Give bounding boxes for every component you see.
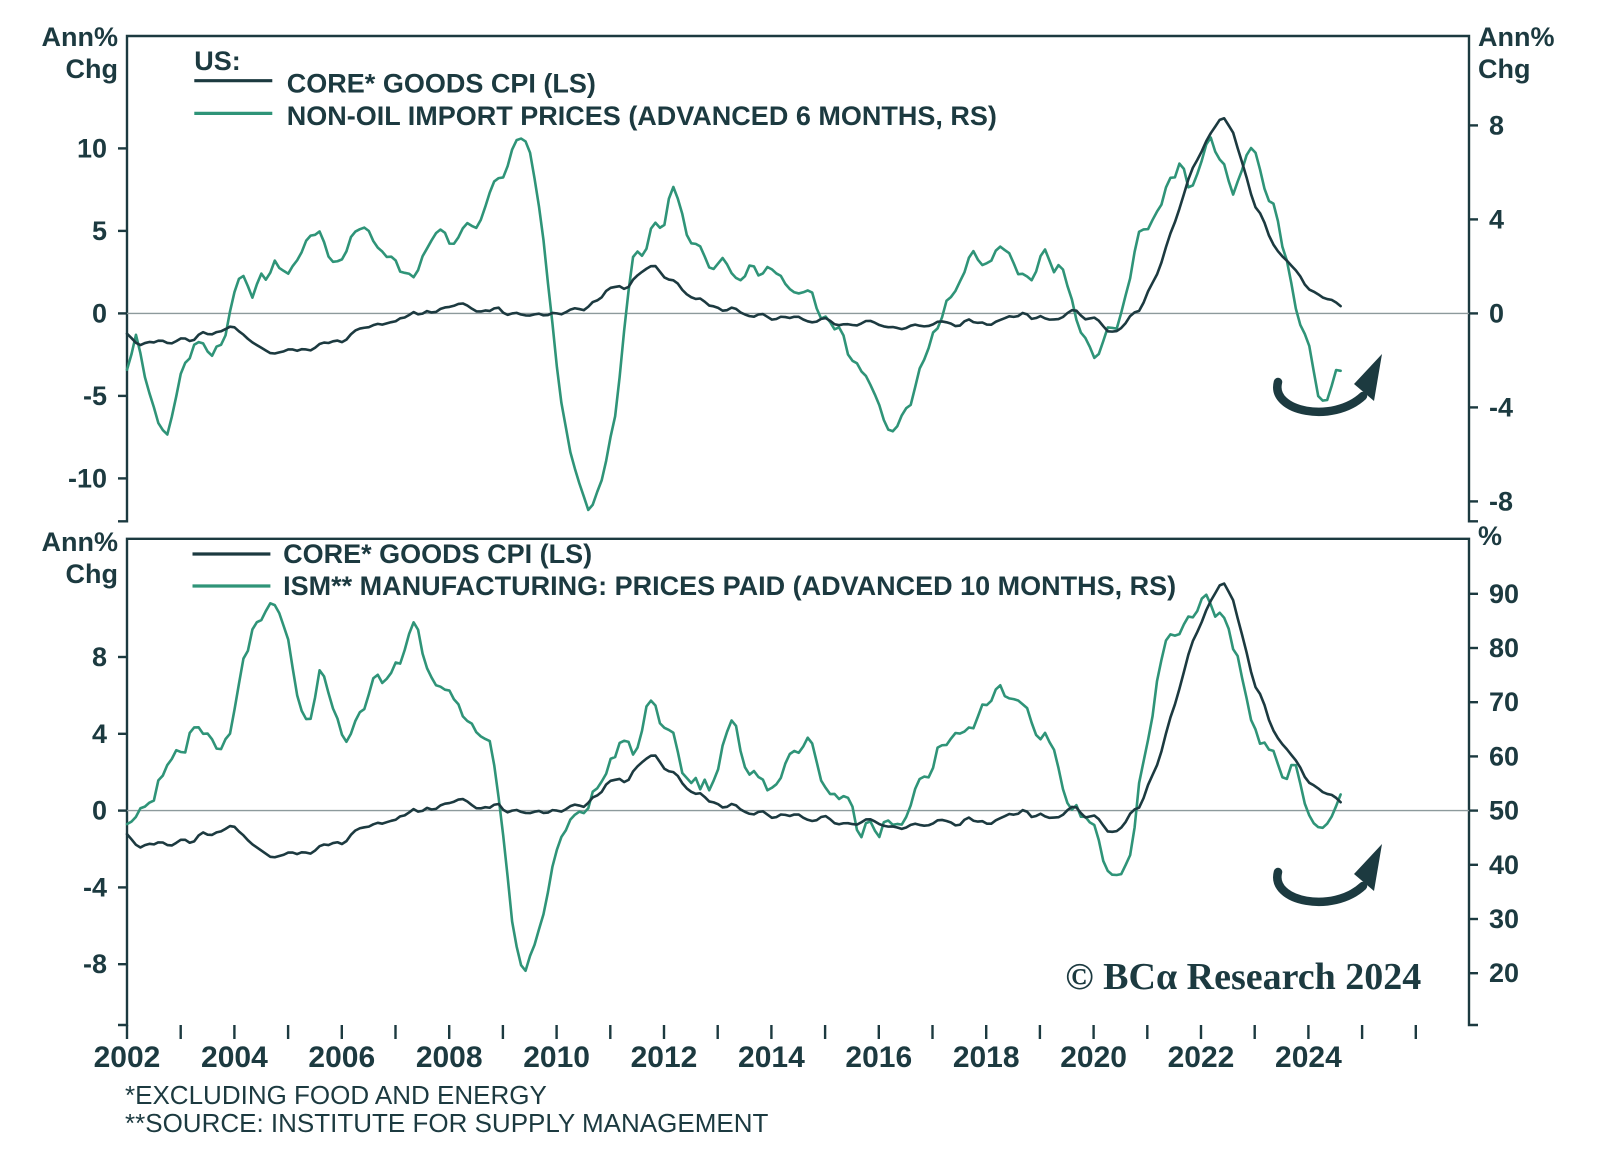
svg-text:ISM** MANUFACTURING: PRICES PA: ISM** MANUFACTURING: PRICES PAID (ADVANC… [283,571,1176,601]
svg-text:2018: 2018 [953,1041,1020,1074]
svg-text:*EXCLUDING FOOD AND ENERGY: *EXCLUDING FOOD AND ENERGY [125,1080,547,1110]
svg-text:2008: 2008 [416,1041,483,1074]
svg-text:**SOURCE: INSTITUTE FOR SUPPLY: **SOURCE: INSTITUTE FOR SUPPLY MANAGEMEN… [125,1108,768,1138]
svg-text:-4: -4 [83,872,107,902]
svg-text:-4: -4 [1489,392,1513,422]
svg-text:40: 40 [1489,850,1519,880]
svg-text:US:: US: [194,46,241,76]
svg-text:Ann%: Ann% [1478,22,1555,52]
svg-text:2002: 2002 [94,1041,161,1074]
svg-text:20: 20 [1489,958,1519,988]
svg-text:Ann%: Ann% [42,22,119,52]
svg-text:2006: 2006 [308,1041,375,1074]
svg-text:50: 50 [1489,796,1519,826]
svg-text:2004: 2004 [201,1041,268,1074]
svg-text:-8: -8 [1489,486,1513,516]
svg-text:2024: 2024 [1275,1041,1342,1074]
svg-text:Chg: Chg [66,54,118,84]
svg-text:4: 4 [1489,204,1504,234]
svg-text:Chg: Chg [66,559,118,589]
svg-text:80: 80 [1489,633,1519,663]
svg-text:70: 70 [1489,687,1519,717]
svg-text:5: 5 [92,216,107,246]
svg-text:8: 8 [1489,110,1504,140]
svg-text:-10: -10 [68,463,107,493]
svg-text:2016: 2016 [845,1041,912,1074]
svg-text:10: 10 [77,133,107,163]
svg-text:CORE* GOODS CPI (LS): CORE* GOODS CPI (LS) [283,539,592,569]
svg-text:2012: 2012 [631,1041,698,1074]
svg-text:30: 30 [1489,904,1519,934]
svg-text:NON-OIL IMPORT PRICES (ADVANCE: NON-OIL IMPORT PRICES (ADVANCED 6 MONTHS… [287,101,997,131]
svg-text:4: 4 [92,719,107,749]
svg-text:-5: -5 [83,381,107,411]
svg-text:Ann%: Ann% [42,527,119,557]
svg-text:-8: -8 [83,949,107,979]
svg-text:Chg: Chg [1478,54,1530,84]
svg-text:%: % [1478,521,1502,551]
svg-text:2010: 2010 [523,1041,590,1074]
svg-text:2014: 2014 [738,1041,805,1074]
svg-text:© BCα Research 2024: © BCα Research 2024 [1065,956,1421,998]
svg-text:90: 90 [1489,579,1519,609]
svg-text:8: 8 [92,642,107,672]
svg-text:0: 0 [92,298,107,328]
svg-text:0: 0 [1489,298,1504,328]
svg-text:60: 60 [1489,741,1519,771]
svg-text:2022: 2022 [1168,1041,1235,1074]
svg-text:0: 0 [92,796,107,826]
svg-text:2020: 2020 [1060,1041,1127,1074]
svg-text:CORE* GOODS CPI (LS): CORE* GOODS CPI (LS) [287,68,596,98]
